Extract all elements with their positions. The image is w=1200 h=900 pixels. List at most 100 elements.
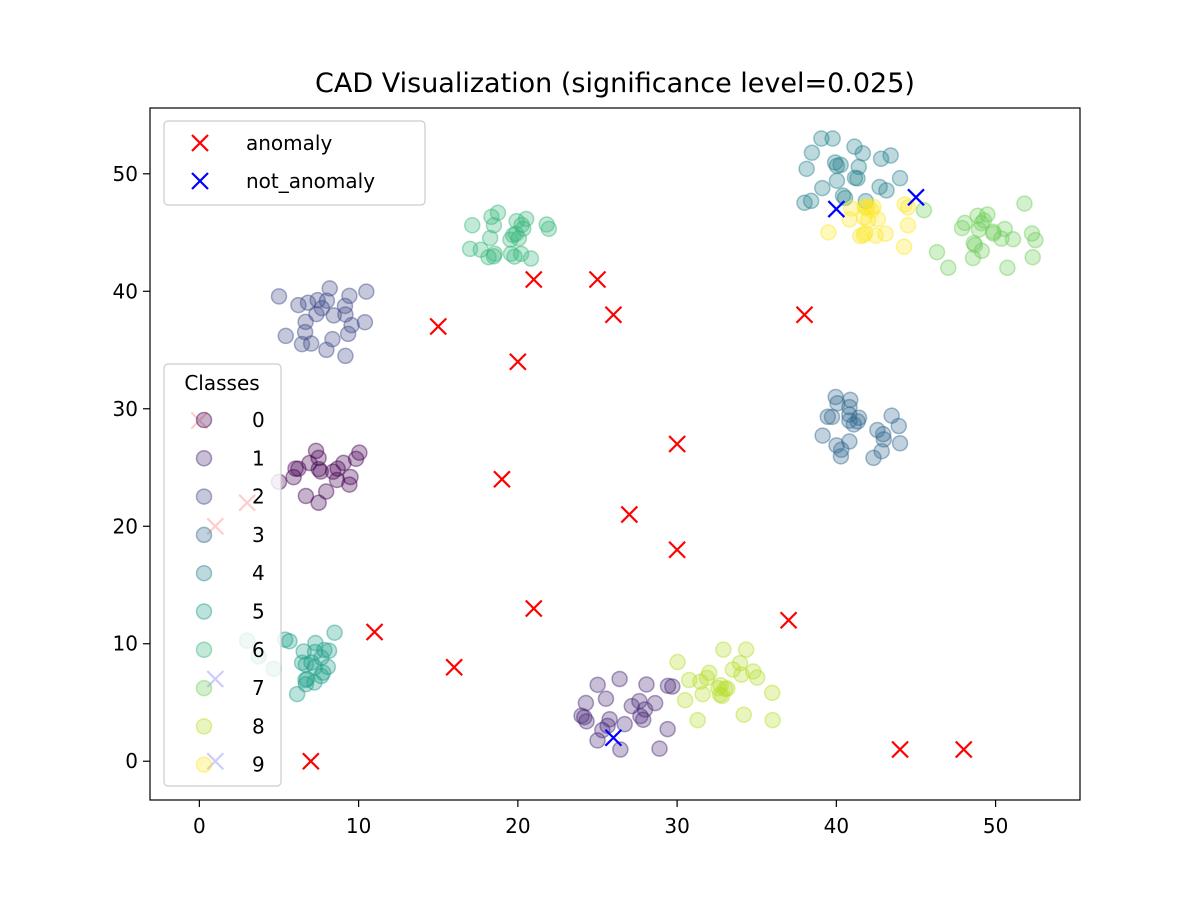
class-1-point	[589, 732, 606, 749]
class-7-point	[975, 212, 993, 229]
class-3-point	[891, 434, 909, 452]
class-4-point	[824, 130, 841, 147]
class-2-point	[277, 327, 295, 345]
cluster-class-2	[270, 280, 375, 365]
class-1-point	[634, 711, 652, 728]
class-7-point	[1027, 231, 1044, 249]
class-7-point	[970, 221, 988, 238]
class-2-point	[356, 313, 374, 331]
class-4-point	[846, 138, 863, 155]
legend-class-4-marker	[195, 564, 213, 582]
class-6-point	[522, 250, 540, 267]
anomaly-point	[493, 470, 511, 489]
legend-label: anomaly	[246, 131, 332, 155]
anomaly-point	[525, 270, 543, 289]
class-2-point	[336, 297, 354, 315]
class-8-point	[700, 664, 718, 682]
class-6-point	[508, 212, 525, 230]
class-7-point	[953, 219, 971, 237]
class-6-point	[472, 241, 490, 258]
class-2-point	[341, 287, 358, 305]
class-1-point	[631, 692, 648, 710]
y-tick-label: 30	[113, 397, 138, 421]
class-8-point	[712, 677, 729, 694]
class-5-point	[314, 664, 332, 681]
class-9-point	[869, 210, 887, 228]
class-6-point	[506, 248, 523, 265]
class-8-point	[692, 673, 709, 690]
class-3-point	[869, 421, 886, 439]
class-0-point	[301, 454, 318, 472]
class-3-point	[890, 417, 908, 435]
class-3-point	[828, 437, 845, 454]
class-9-point	[865, 198, 882, 216]
class-2-point	[309, 291, 326, 309]
marker-legend: anomaly not_anomaly	[163, 120, 426, 206]
class-7-point	[1024, 248, 1041, 266]
anomaly-legend-marker	[191, 134, 209, 152]
class-3-point	[814, 427, 831, 444]
class-1-point	[651, 740, 668, 757]
class-2-point	[270, 288, 288, 305]
class-4-point	[882, 147, 899, 164]
legend-class-label: 7	[252, 676, 265, 700]
y-tick-label: 50	[113, 162, 138, 186]
class-9-point	[852, 227, 869, 245]
class-5-point	[303, 654, 320, 671]
class-5-point	[298, 670, 316, 688]
class-5-point	[326, 624, 343, 641]
class-1-point	[578, 713, 595, 730]
class-6-point	[485, 217, 503, 234]
class-7-point	[985, 223, 1002, 241]
class-2-point	[313, 299, 331, 317]
legend-class-label: 8	[252, 714, 265, 738]
class-2-point	[296, 323, 314, 341]
class-1-point	[632, 707, 649, 725]
class-6-point	[513, 216, 530, 234]
class-6-point	[507, 225, 525, 242]
class-0-point	[312, 463, 329, 480]
class-4-point	[854, 145, 872, 162]
class-2-point	[297, 313, 314, 331]
class-7-point	[928, 243, 946, 261]
class-7-point	[1016, 195, 1033, 212]
class-8-point	[676, 691, 694, 709]
class-9-point	[856, 224, 874, 242]
anomaly-point	[668, 435, 686, 453]
class-2-point	[337, 347, 354, 365]
class-1-point	[594, 721, 611, 739]
class-6-point	[504, 226, 522, 244]
class-0-point	[324, 463, 342, 480]
class-8-point	[719, 680, 736, 697]
class-5-point	[288, 685, 306, 703]
class-3-point	[874, 425, 892, 443]
class-3-point	[850, 409, 868, 426]
anomaly-point	[588, 270, 607, 289]
class-1-point	[589, 676, 606, 694]
class-9-point	[841, 211, 858, 228]
class-2-point	[324, 330, 341, 348]
cluster-class-6	[461, 204, 558, 267]
class-1-point	[601, 711, 618, 728]
class-0-point	[310, 460, 328, 478]
class-9-point	[877, 225, 894, 242]
anomaly-point	[302, 752, 320, 771]
class-2-point	[318, 341, 335, 359]
x-tick-label: 40	[824, 814, 849, 838]
class-3-point	[827, 388, 844, 406]
class-0-point	[347, 450, 365, 468]
class-2-point	[293, 335, 311, 353]
class-5-point	[306, 643, 324, 661]
class-1-point	[659, 720, 676, 738]
axes-frame	[149, 107, 1081, 801]
legend-class-6-marker	[195, 641, 213, 659]
legend-class-7-marker	[195, 679, 213, 697]
class-3-point	[829, 395, 846, 412]
class-8-point	[694, 685, 711, 703]
legend-class-label: 3	[252, 523, 265, 547]
class-0-point	[290, 460, 307, 478]
class-2-point	[339, 325, 357, 343]
class-2-point	[325, 307, 342, 324]
class-3-point	[841, 398, 858, 416]
